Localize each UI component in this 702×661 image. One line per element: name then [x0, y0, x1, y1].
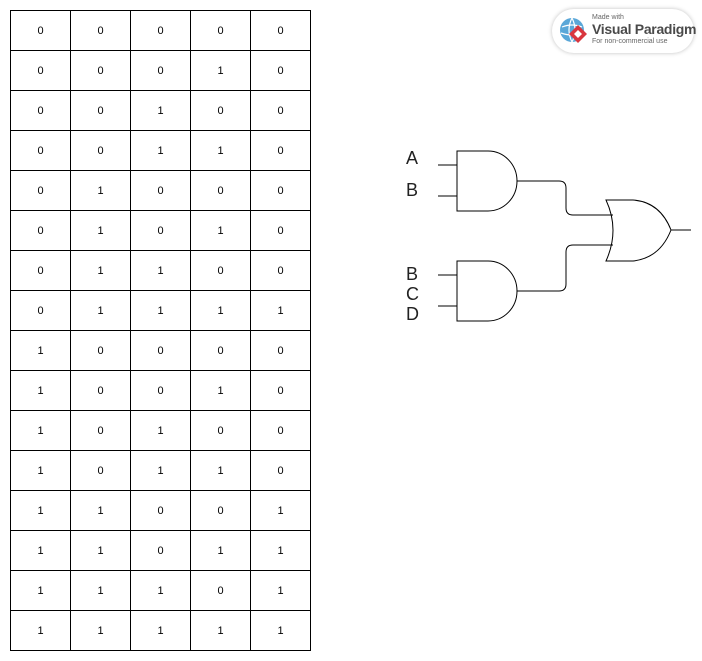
gate-2-input-label-d: D — [406, 304, 419, 324]
watermark-made-with: Made with — [592, 14, 624, 21]
table-cell: 1 — [10, 370, 71, 411]
table-cell: 0 — [190, 490, 251, 531]
gate-2-input-label-b: B — [406, 264, 418, 284]
table-cell: 1 — [130, 610, 191, 651]
table-cell: 0 — [10, 10, 71, 51]
table-cell: 1 — [130, 90, 191, 131]
table-cell: 0 — [250, 130, 311, 171]
and-gate-2 — [456, 260, 518, 322]
table-cell: 1 — [250, 290, 311, 331]
table-cell: 0 — [190, 570, 251, 611]
table-cell: 1 — [190, 130, 251, 171]
table-cell: 1 — [70, 610, 131, 651]
table-cell: 0 — [250, 210, 311, 251]
table-cell: 1 — [130, 570, 191, 611]
and-gate-1 — [456, 150, 518, 212]
table-cell: 1 — [10, 450, 71, 491]
visual-paradigm-watermark: Made with Visual Paradigm For non-commer… — [552, 9, 697, 53]
table-cell: 1 — [70, 210, 131, 251]
table-cell: 1 — [130, 250, 191, 291]
table-cell: 1 — [130, 450, 191, 491]
table-cell: 0 — [250, 370, 311, 411]
gate-1-input-label-a: A — [406, 148, 418, 168]
table-cell: 0 — [250, 50, 311, 91]
gate-1-input-label-b: B — [406, 180, 418, 200]
table-cell: 0 — [70, 450, 131, 491]
watermark-note: For non-commercial use — [592, 38, 668, 45]
table-cell: 0 — [10, 290, 71, 331]
visual-paradigm-logo-icon — [560, 17, 587, 43]
table-cell: 0 — [70, 130, 131, 171]
table-cell: 0 — [250, 450, 311, 491]
and-gate-1-output-wire — [517, 180, 613, 216]
table-cell: 1 — [70, 170, 131, 211]
table-cell: 0 — [250, 410, 311, 451]
table-cell: 0 — [250, 250, 311, 291]
table-cell: 0 — [10, 50, 71, 91]
table-cell: 0 — [250, 90, 311, 131]
and-gate-2-output-wire — [517, 244, 613, 292]
table-cell: 1 — [70, 250, 131, 291]
table-cell: 0 — [10, 170, 71, 211]
table-cell: 0 — [250, 170, 311, 211]
table-cell: 1 — [190, 450, 251, 491]
gate-2-input-label-c: C — [406, 284, 419, 304]
table-cell: 1 — [10, 610, 71, 651]
table-cell: 0 — [250, 330, 311, 371]
table-cell: 0 — [10, 210, 71, 251]
table-cell: 0 — [250, 10, 311, 51]
table-cell: 1 — [250, 610, 311, 651]
table-cell: 0 — [70, 410, 131, 451]
table-cell: 1 — [190, 610, 251, 651]
table-cell: 1 — [130, 130, 191, 171]
or-gate — [605, 199, 672, 262]
table-cell: 1 — [70, 530, 131, 571]
watermark-brand: Visual Paradigm — [592, 21, 697, 37]
table-cell: 0 — [10, 130, 71, 171]
table-cell: 1 — [70, 490, 131, 531]
table-cell: 0 — [190, 330, 251, 371]
